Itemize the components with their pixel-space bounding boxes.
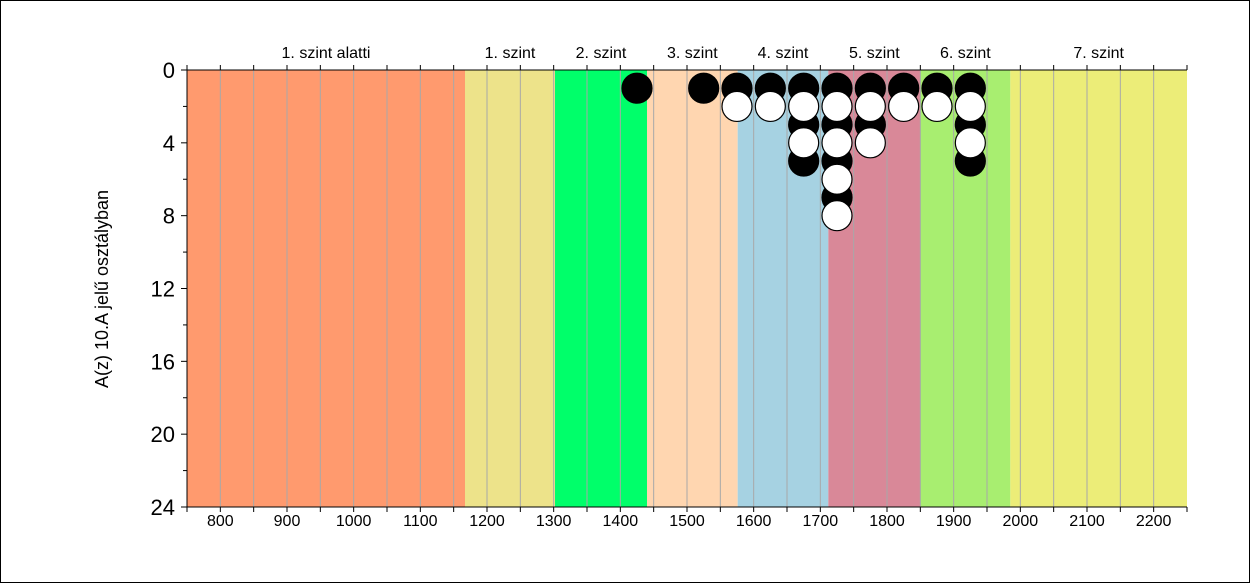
student-dot-black xyxy=(688,72,720,104)
x-tick-label: 2200 xyxy=(1136,513,1172,530)
x-tick-label: 1700 xyxy=(803,513,839,530)
band-4 xyxy=(647,70,738,507)
x-tick-label: 1900 xyxy=(936,513,972,530)
student-dot-white xyxy=(821,200,853,232)
student-dot-white xyxy=(788,90,820,123)
x-tick-label: 1300 xyxy=(536,513,572,530)
band-label-4: 3. szint xyxy=(667,45,718,62)
y-tick-label: 16 xyxy=(151,349,175,374)
y-tick-label: 20 xyxy=(151,422,175,447)
x-tick-label: 800 xyxy=(207,513,234,530)
band-8 xyxy=(1010,70,1187,507)
band-label-2: 1. szint xyxy=(485,45,536,62)
band-label-5: 4. szint xyxy=(758,45,809,62)
band-label-8: 7. szint xyxy=(1073,45,1124,62)
x-tick-label: 1000 xyxy=(336,513,372,530)
x-tick-label: 2000 xyxy=(1003,513,1039,530)
student-dot-white xyxy=(954,127,986,159)
level-bands xyxy=(187,70,1187,507)
band-label-1: 1. szint alatti xyxy=(282,45,371,62)
x-tick-label: 2100 xyxy=(1069,513,1105,530)
x-tick-label: 1800 xyxy=(869,513,905,530)
y-tick-label: 0 xyxy=(163,58,175,83)
x-tick-label: 1400 xyxy=(603,513,639,530)
student-dot-white xyxy=(954,90,986,123)
student-dot-white xyxy=(721,90,753,123)
y-tick-label: 8 xyxy=(163,204,175,229)
y-tick-label: 24 xyxy=(151,495,175,520)
y-axis-label: A(z) 10.A jelű osztályban xyxy=(92,190,112,388)
student-dot-white xyxy=(821,163,853,195)
band-labels: 1. szint alatti 1. szint 2. szint 3. szint 4… xyxy=(282,45,1125,62)
band-label-6: 5. szint xyxy=(849,45,900,62)
student-dot-black xyxy=(621,72,653,104)
x-tick-label: 900 xyxy=(274,513,301,530)
band-2 xyxy=(465,70,555,507)
student-dot-white xyxy=(921,90,953,123)
student-dot-white xyxy=(754,90,786,123)
student-dot-white xyxy=(821,127,853,159)
student-dot-white xyxy=(888,90,920,123)
x-tick-label: 1200 xyxy=(469,513,505,530)
x-tick-label: 1100 xyxy=(403,513,438,530)
y-tick-label: 12 xyxy=(151,277,175,302)
x-tick-label: 1500 xyxy=(669,513,705,530)
grid-lines xyxy=(219,70,1155,507)
student-dot-white xyxy=(788,127,820,159)
student-dot-white xyxy=(821,90,853,123)
student-dot-white xyxy=(854,90,886,123)
axes: 800 900 1000 1100 1200 1300 1400 1500 1600 1700 18… xyxy=(151,58,1188,530)
band-label-7: 6. szint xyxy=(940,45,991,62)
data-points xyxy=(621,72,986,232)
student-dot-white xyxy=(854,127,886,159)
band-1 xyxy=(187,70,465,507)
band-3 xyxy=(555,70,647,507)
band-label-3: 2. szint xyxy=(576,45,627,62)
x-tick-label: 1600 xyxy=(736,513,772,530)
y-tick-label: 4 xyxy=(163,131,175,156)
